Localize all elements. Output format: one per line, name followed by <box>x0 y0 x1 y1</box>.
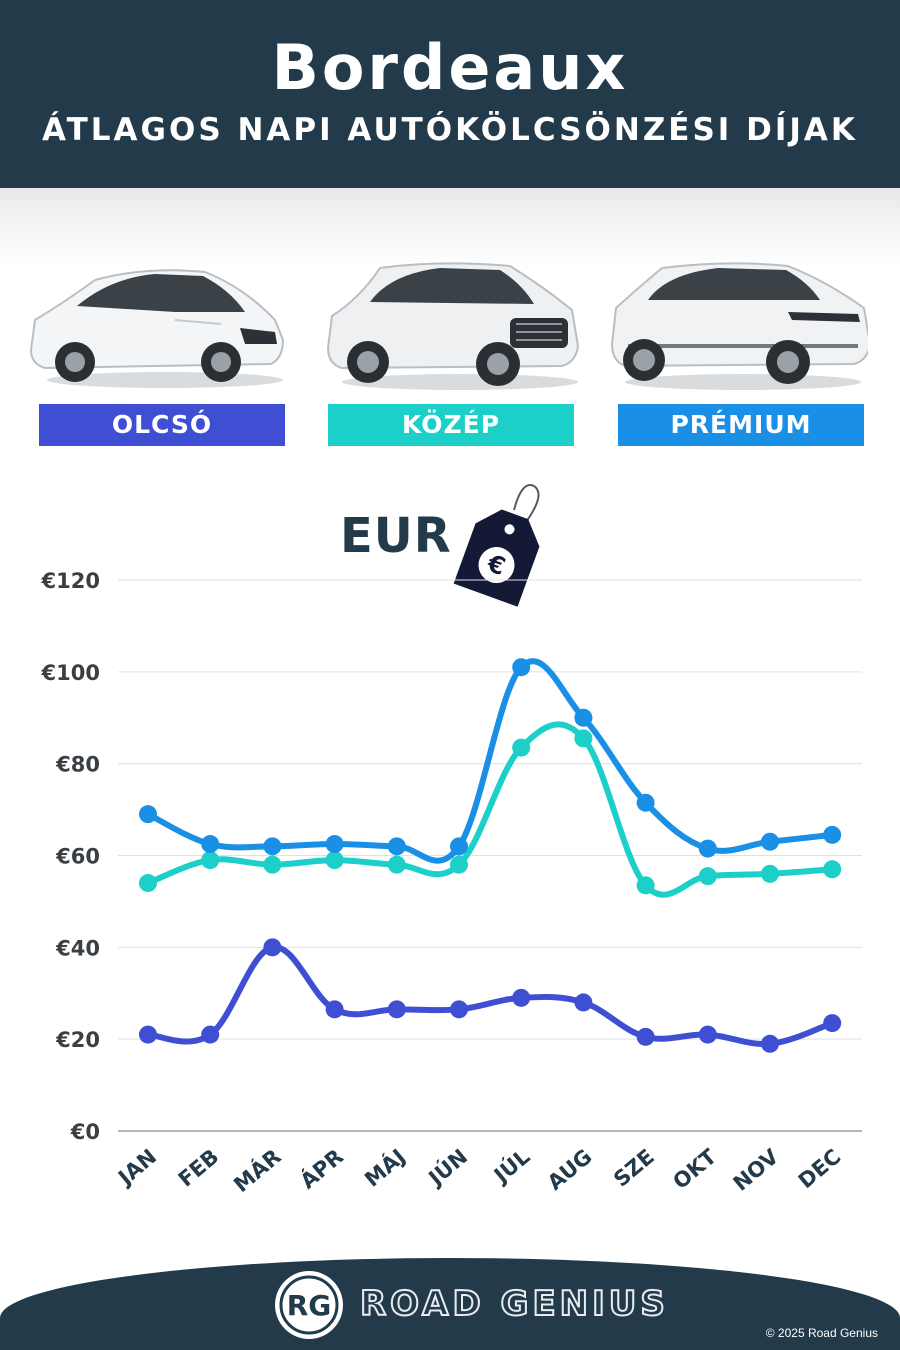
data-point <box>450 1000 468 1019</box>
data-point <box>450 837 468 856</box>
data-point <box>761 864 779 883</box>
footer-banner <box>0 1258 900 1350</box>
data-point <box>698 867 717 886</box>
data-point <box>512 658 531 677</box>
category-label-economy: OLCSÓ <box>39 404 285 446</box>
economy-car-image <box>25 258 285 393</box>
data-point <box>636 876 655 895</box>
rental-price-chart: €0 €20 €40 €60 €80 €100 €120 JAN FEB MÁR ÁPR MÁJ JÚN… <box>41 569 862 1197</box>
data-point <box>201 851 220 870</box>
data-point <box>263 855 282 874</box>
data-point <box>823 825 842 844</box>
data-point <box>325 835 344 854</box>
series-line <box>145 944 836 1048</box>
brand-name: ROAD GENIUS <box>359 1283 669 1325</box>
y-tick-label: €60 <box>55 845 100 869</box>
data-point <box>139 874 157 893</box>
x-tick-label: DEC <box>794 1144 846 1193</box>
chart-subtitle: ÁTLAGOS NAPI AUTÓKÖLCSÖNZÉSI DÍJAK <box>42 112 858 148</box>
x-tick-label: JÚL <box>488 1144 535 1189</box>
category-label-midsize: KÖZÉP <box>328 404 574 446</box>
currency-label: EUR <box>340 508 452 564</box>
data-point <box>139 805 157 824</box>
midsize-suv-image <box>320 258 580 393</box>
data-point <box>201 1025 220 1044</box>
x-tick-label: SZE <box>609 1144 659 1191</box>
data-point <box>823 1014 842 1033</box>
y-tick-label: €80 <box>55 753 100 777</box>
data-point <box>636 793 655 812</box>
y-tick-label: €120 <box>41 569 100 593</box>
premium-suv-image <box>608 258 868 393</box>
data-point <box>263 837 282 856</box>
data-point <box>698 1025 717 1044</box>
city-title: Bordeaux <box>271 31 629 104</box>
data-point <box>325 1000 344 1019</box>
data-point <box>636 1027 655 1046</box>
logo-text: RG <box>287 1289 332 1322</box>
data-point <box>698 839 717 858</box>
x-tick-label: MÁJ <box>359 1144 410 1192</box>
data-point <box>139 1025 157 1044</box>
data-point <box>325 851 344 870</box>
series-line <box>145 658 836 864</box>
x-tick-label: OKT <box>668 1144 721 1194</box>
road-genius-logo-icon: RG <box>272 1268 346 1342</box>
header-fade <box>0 188 900 268</box>
y-tick-label: €0 <box>70 1120 100 1144</box>
data-point <box>574 993 593 1012</box>
data-point <box>761 1034 779 1053</box>
data-point <box>387 837 406 856</box>
data-point <box>450 855 468 874</box>
euro-price-tag-icon: € <box>452 470 552 610</box>
data-point <box>823 860 842 879</box>
x-tick-label: FEB <box>174 1144 224 1191</box>
category-label-premium: PRÉMIUM <box>618 404 864 446</box>
header-banner: Bordeaux ÁTLAGOS NAPI AUTÓKÖLCSÖNZÉSI DÍ… <box>0 0 900 188</box>
x-tick-label: JÚN <box>422 1144 472 1192</box>
data-point <box>512 988 531 1007</box>
y-tick-label: €40 <box>55 936 100 960</box>
x-tick-label: AUG <box>543 1144 597 1194</box>
data-point <box>263 938 282 957</box>
x-tick-label: ÁPR <box>295 1144 348 1194</box>
x-tick-label: JAN <box>112 1144 161 1190</box>
data-point <box>512 738 531 757</box>
y-tick-label: €100 <box>41 661 100 685</box>
x-tick-label: MÁR <box>229 1144 286 1197</box>
data-point <box>387 1000 406 1019</box>
data-point <box>201 835 220 854</box>
y-tick-label: €20 <box>55 1028 100 1052</box>
data-point <box>761 832 779 851</box>
data-point <box>387 855 406 874</box>
copyright-text: © 2025 Road Genius <box>765 1326 878 1340</box>
data-point <box>574 729 593 748</box>
data-point <box>574 708 593 727</box>
x-tick-label: NOV <box>729 1144 784 1196</box>
